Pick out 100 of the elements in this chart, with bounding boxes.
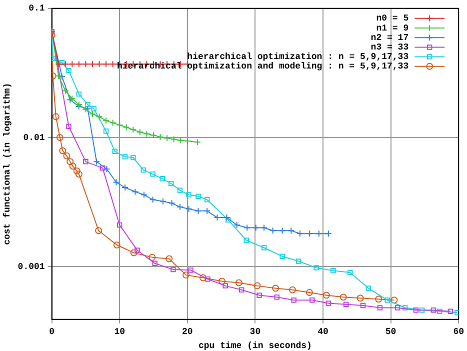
- point: [83, 159, 88, 164]
- point: [394, 305, 400, 310]
- x-tick-label: 0: [49, 327, 55, 338]
- point: [310, 298, 315, 303]
- point: [85, 102, 90, 108]
- point: [56, 134, 64, 142]
- point: [122, 154, 128, 160]
- point: [188, 267, 194, 273]
- x-tick-label: 60: [453, 327, 464, 338]
- point: [103, 128, 109, 134]
- point: [296, 258, 302, 264]
- legend-label: n2 = 17: [370, 32, 409, 43]
- point: [326, 300, 332, 306]
- point: [59, 147, 66, 154]
- point: [306, 289, 313, 296]
- point: [112, 178, 120, 186]
- point: [140, 191, 148, 198]
- point: [448, 308, 454, 314]
- point: [269, 227, 276, 234]
- point: [164, 134, 171, 142]
- point: [109, 60, 116, 68]
- point: [196, 194, 201, 199]
- x-tick-label: 50: [385, 327, 396, 338]
- point: [348, 270, 353, 276]
- point: [52, 56, 56, 62]
- point: [204, 207, 211, 214]
- point: [204, 197, 210, 202]
- point: [413, 308, 419, 313]
- point: [356, 294, 364, 302]
- point: [122, 184, 129, 191]
- point: [166, 255, 173, 262]
- point: [280, 254, 285, 260]
- point: [55, 60, 62, 68]
- point: [88, 110, 96, 118]
- point: [291, 298, 296, 303]
- point: [235, 279, 242, 286]
- point: [140, 167, 146, 173]
- legend-label: hierarchical optimization : n = 5,9,17,33: [187, 52, 409, 62]
- legend-label: n3 = 33: [370, 42, 409, 52]
- point: [150, 132, 158, 139]
- point: [314, 265, 319, 270]
- point: [182, 272, 190, 279]
- point: [122, 124, 130, 131]
- y-tick-label: 0.01: [23, 132, 46, 143]
- point: [274, 294, 280, 300]
- point: [75, 170, 82, 178]
- point: [218, 278, 226, 285]
- point: [66, 158, 74, 166]
- point: [377, 305, 383, 310]
- point: [260, 224, 268, 232]
- point: [454, 310, 459, 316]
- point: [244, 224, 251, 232]
- point: [375, 296, 382, 303]
- point: [315, 230, 322, 238]
- point: [69, 162, 76, 170]
- point: [296, 230, 304, 238]
- point: [113, 242, 120, 249]
- x-axis-title: cpu time (in seconds): [198, 340, 312, 351]
- y-tick-label: 0.1: [28, 4, 46, 14]
- point: [95, 227, 102, 234]
- point: [278, 227, 286, 234]
- point: [170, 266, 176, 272]
- point: [160, 176, 165, 182]
- point: [233, 222, 240, 229]
- point: [150, 172, 156, 177]
- point: [322, 292, 330, 299]
- y-tick-label: 0.001: [18, 262, 46, 272]
- point: [159, 198, 166, 205]
- point: [168, 200, 176, 207]
- point: [143, 130, 150, 138]
- point: [436, 308, 442, 314]
- point: [252, 224, 260, 232]
- point: [205, 276, 210, 282]
- point: [288, 227, 295, 234]
- point: [343, 302, 349, 307]
- point: [360, 302, 366, 308]
- point: [52, 113, 60, 120]
- point: [91, 106, 96, 112]
- point: [194, 207, 202, 214]
- point: [384, 298, 390, 303]
- point: [430, 308, 436, 313]
- point: [199, 274, 206, 282]
- legend-label: hierarchical optimization and modeling : n = 5,9,17,33: [116, 62, 409, 72]
- point: [239, 287, 244, 293]
- point: [96, 113, 103, 120]
- point: [254, 282, 261, 290]
- legend-label: n0 = 5: [376, 14, 409, 24]
- point: [256, 292, 262, 298]
- point: [109, 119, 116, 126]
- point: [112, 148, 118, 154]
- point: [116, 121, 124, 128]
- x-tick-label: 40: [318, 327, 328, 338]
- point: [288, 286, 296, 294]
- point: [184, 137, 191, 144]
- point: [244, 238, 250, 243]
- x-tick-label: 20: [182, 327, 193, 338]
- point: [63, 152, 70, 160]
- point: [130, 154, 136, 160]
- point: [102, 60, 110, 68]
- point: [58, 73, 66, 80]
